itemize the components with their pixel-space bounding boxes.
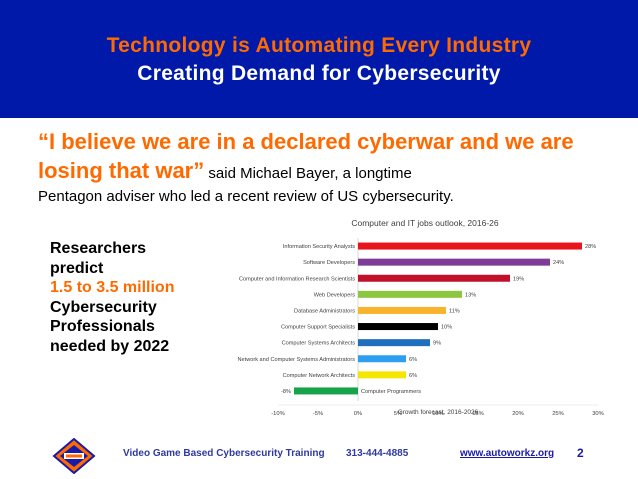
chart-category-label: Information Security Analysts <box>283 244 355 250</box>
chart-bar <box>358 290 462 298</box>
slide-subtitle: Creating Demand for Cybersecurity <box>137 62 501 85</box>
slide-title: Technology is Automating Every Industry <box>106 34 532 57</box>
footer-website-link[interactable]: www.autoworkz.org <box>460 448 555 459</box>
chart-tick-label: -5% <box>313 411 323 417</box>
quote-attribution-detail: Pentagon adviser who led a recent review… <box>38 188 454 205</box>
chart-tick-label: 25% <box>552 411 564 417</box>
chart-bar <box>358 371 406 379</box>
chart-value-label: 24% <box>553 260 564 266</box>
chart-tick-label: 20% <box>512 411 524 417</box>
chart-bar <box>358 323 438 331</box>
chart-bar <box>358 258 550 266</box>
chart-bar <box>358 306 446 314</box>
chart-category-label: Computer Support Specialists <box>281 325 355 331</box>
chart-bar <box>358 355 406 363</box>
chart-value-label: 13% <box>465 292 476 298</box>
chart-value-label: 28% <box>585 244 596 250</box>
footer-phone: 313-444-4885 <box>346 448 409 459</box>
chart-category-label: Network and Computer Systems Administrat… <box>237 357 355 363</box>
chart-category-label: Computer Network Architects <box>283 373 356 379</box>
chart-category-label: Web Developers <box>314 292 355 298</box>
chart-plot-area: Information Security Analysts 28% Software… <box>237 238 604 417</box>
chart-bar <box>358 274 510 282</box>
chart-value-label: -8% <box>281 389 291 395</box>
chart-tick-label: -10% <box>271 411 285 417</box>
chart-tick-label: 0% <box>354 411 362 417</box>
chart-tick-label: 5% <box>394 411 402 417</box>
chart-x-axis-label: Growth forecast, 2016-2026 <box>398 409 479 416</box>
callout-line: needed by 2022 <box>50 337 170 355</box>
chart-title: Computer and IT jobs outlook, 2016-26 <box>351 218 499 228</box>
autoworkz-logo-icon <box>52 437 96 475</box>
chart-value-label: 10% <box>441 325 452 331</box>
callout-line: Professionals <box>50 318 155 335</box>
chart-value-label: 11% <box>449 308 460 314</box>
quote-attribution: said Michael Bayer, a longtime <box>204 165 412 182</box>
chart-category-label: Software Developers <box>303 260 355 266</box>
chart-value-label: 9% <box>433 341 441 347</box>
chart-value-label: 19% <box>513 276 524 282</box>
chart-bar <box>358 339 430 347</box>
callout-line: Cybersecurity <box>50 298 157 316</box>
chart-tick-label: 10% <box>432 411 444 417</box>
page-number: 2 <box>577 446 584 460</box>
footer-tagline: Video Game Based Cybersecurity Training <box>123 448 325 459</box>
chart-bar <box>294 387 358 395</box>
quote-text: “I believe we are in a declared cyberwar… <box>38 129 574 183</box>
chart-category-label: Computer and Information Research Scient… <box>239 276 355 282</box>
jobs-outlook-chart: Computer and IT jobs outlook, 2016-26 Gr… <box>237 218 604 417</box>
chart-category-label: Computer Systems Architects <box>282 341 356 347</box>
chart-category-label: Computer Programmers <box>361 389 421 395</box>
title-banner: Technology is Automating Every Industry … <box>0 0 638 118</box>
chart-value-label: 6% <box>409 373 417 379</box>
chart-value-label: 6% <box>409 357 417 363</box>
callout-line: predict <box>50 259 104 277</box>
quote-block: “I believe we are in a declared cyberwar… <box>38 129 628 207</box>
chart-category-label: Database Administrators <box>294 308 355 314</box>
chart-tick-label: 30% <box>592 411 604 417</box>
callout-line: Researchers <box>50 240 147 257</box>
research-callout: Researchers predict 1.5 to 3.5 million C… <box>50 239 225 356</box>
callout-highlight: 1.5 to 3.5 million <box>50 279 175 296</box>
chart-bar <box>358 242 582 250</box>
chart-tick-label: 15% <box>472 411 484 417</box>
